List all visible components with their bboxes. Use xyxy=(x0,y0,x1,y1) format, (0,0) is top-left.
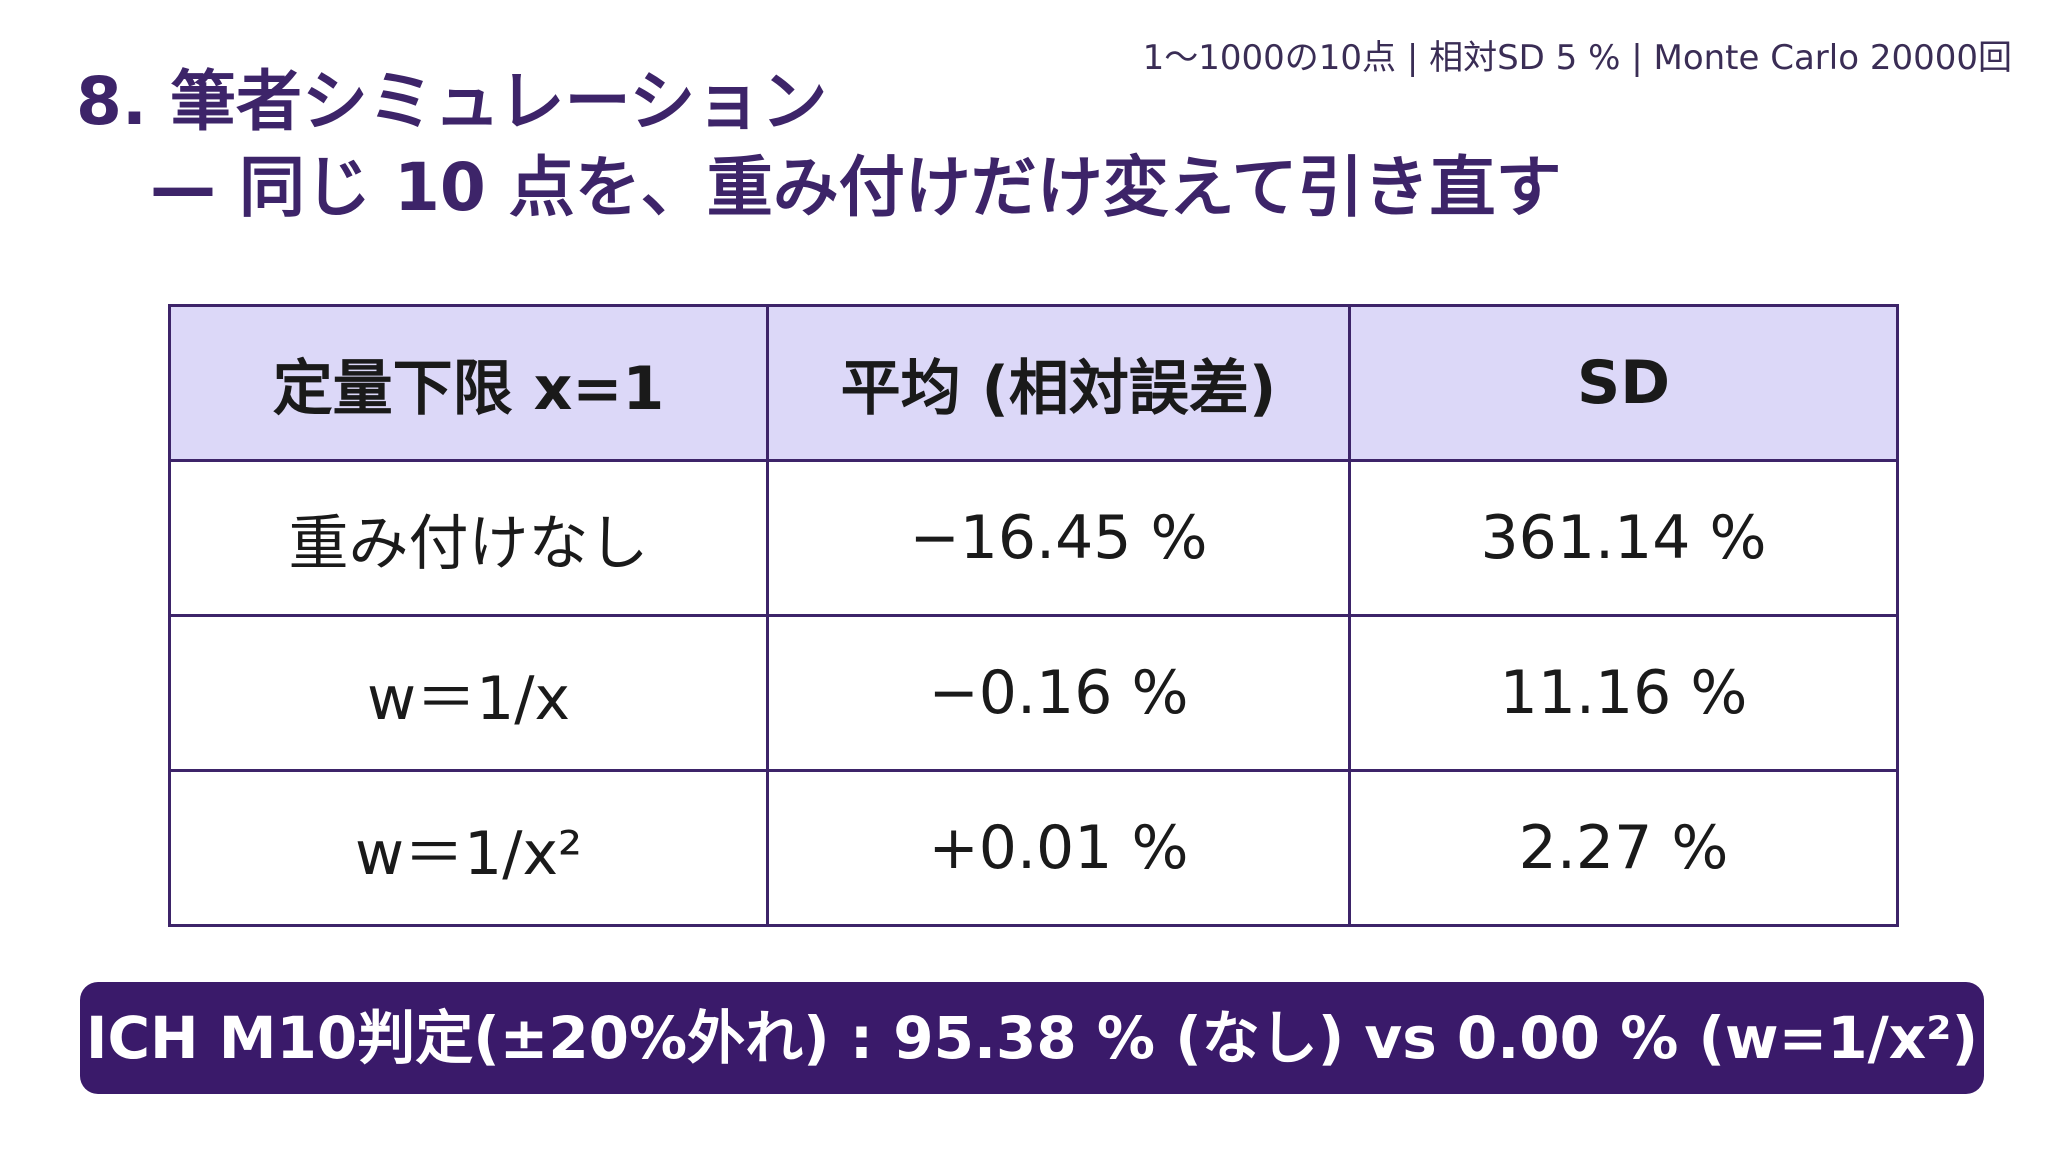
sd-cell: 11.16 % xyxy=(1348,614,1899,772)
mean-cell: +0.01 % xyxy=(766,769,1351,927)
table-row: w＝1/x² +0.01 % 2.27 % xyxy=(168,769,1899,927)
weighting-cell: w＝1/x² xyxy=(168,769,769,927)
header-lloq: 定量下限 x=1 xyxy=(168,304,769,462)
header-sd: SD xyxy=(1348,304,1899,462)
header-mean-relative-error: 平均 (相対誤差) xyxy=(766,304,1351,462)
page-title: 8. 筆者シミュレーション xyxy=(76,63,828,140)
ich-m10-summary-banner: ICH M10判定(±20%外れ) : 95.38 % (なし) vs 0.00… xyxy=(80,982,1984,1094)
mean-cell: −0.16 % xyxy=(766,614,1351,772)
table-row: 重み付けなし −16.45 % 361.14 % xyxy=(168,459,1899,617)
results-table: 定量下限 x=1 平均 (相対誤差) SD 重み付けなし −16.45 % 36… xyxy=(168,304,1899,927)
table-row: w＝1/x −0.16 % 11.16 % xyxy=(168,614,1899,772)
sd-cell: 361.14 % xyxy=(1348,459,1899,617)
table-header-row: 定量下限 x=1 平均 (相対誤差) SD xyxy=(168,304,1899,462)
weighting-cell: w＝1/x xyxy=(168,614,769,772)
weighting-cell: 重み付けなし xyxy=(168,459,769,617)
simulation-conditions: 1〜1000の10点 | 相対SD 5 % | Monte Carlo 2000… xyxy=(1142,38,2012,78)
sd-cell: 2.27 % xyxy=(1348,769,1899,927)
mean-cell: −16.45 % xyxy=(766,459,1351,617)
page-subtitle: — 同じ 10 点を、重み付けだけ変えて引き直す xyxy=(150,149,1562,226)
